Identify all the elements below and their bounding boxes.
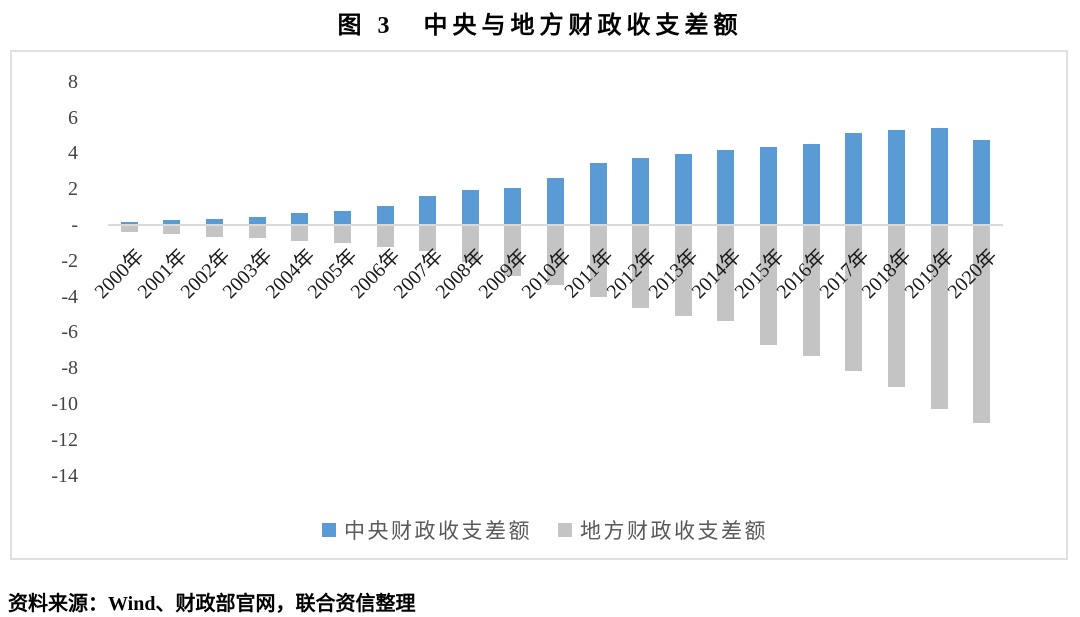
bar-central-2013年 (674, 153, 692, 225)
bar-local-2011年 (589, 225, 607, 297)
legend-item-local: 地方财政收支差额 (558, 515, 768, 545)
bar-local-2012年 (632, 225, 650, 308)
bar-local-2014年 (717, 225, 735, 321)
bar-central-2003年 (248, 217, 266, 225)
bar-central-2008年 (461, 190, 479, 225)
legend-marker-local-icon (558, 523, 572, 537)
bar-central-2000年 (120, 222, 138, 225)
y-axis-tick-8: 8 (68, 70, 78, 93)
bar-central-2006年 (376, 206, 394, 225)
bar-local-2016年 (802, 225, 820, 356)
bar-local-2005年 (333, 225, 351, 244)
bar-central-2017年 (845, 133, 863, 225)
bar-local-2003年 (248, 225, 266, 239)
y-axis-tick-2: 2 (68, 178, 78, 201)
bar-central-2016年 (802, 144, 820, 225)
y-axis-tick--: - (71, 214, 78, 236)
bar-central-2012年 (632, 158, 650, 225)
bar-central-2002年 (206, 218, 224, 225)
bar-local-2001年 (163, 225, 181, 235)
bar-central-2019年 (930, 127, 948, 225)
bar-central-2005年 (333, 211, 351, 225)
bar-local-2010年 (547, 225, 564, 285)
y-axis-tick--10: -10 (51, 393, 78, 415)
y-axis-tick--14: -14 (51, 464, 78, 487)
bar-local-2002年 (206, 225, 224, 238)
bar-local-2013年 (674, 225, 692, 316)
bar-central-2009年 (504, 188, 522, 225)
legend-item-central: 中央财政收支差额 (322, 515, 532, 545)
y-axis-tick--12: -12 (51, 428, 78, 451)
y-axis-tick--4: -4 (61, 285, 78, 308)
bar-central-2015年 (760, 146, 778, 225)
zero-axis-line (108, 224, 1003, 226)
bar-central-2020年 (973, 139, 991, 225)
bar-central-2011年 (589, 162, 607, 225)
bar-central-2010年 (547, 177, 564, 225)
y-axis-tick-4: 4 (68, 142, 78, 165)
legend-label-central: 中央财政收支差额 (344, 519, 532, 543)
chart-plot-frame (10, 50, 1068, 560)
legend-marker-central-icon (322, 523, 336, 537)
bar-local-2007年 (419, 225, 437, 252)
bar-local-2019年 (930, 225, 948, 409)
bar-local-2017年 (845, 225, 863, 372)
y-axis-tick--2: -2 (61, 249, 78, 272)
bar-local-2015年 (760, 225, 778, 346)
legend-label-local: 地方财政收支差额 (580, 519, 768, 543)
bar-local-2020年 (973, 225, 991, 423)
bar-central-2004年 (291, 213, 309, 225)
bar-local-2009年 (504, 225, 522, 276)
bar-central-2014年 (717, 149, 735, 225)
legend: 中央财政收支差额 地方财政收支差额 (322, 515, 768, 545)
bar-local-2000年 (120, 225, 138, 233)
y-axis-tick--8: -8 (61, 357, 78, 380)
chart-title: 图 3 中央与地方财政收支差额 (337, 13, 743, 39)
bar-central-2018年 (887, 129, 905, 225)
y-axis-tick-6: 6 (68, 106, 78, 129)
bar-central-2001年 (163, 219, 181, 225)
bar-central-2007年 (419, 195, 437, 225)
bar-local-2018年 (887, 225, 905, 387)
source-note: 资料来源：Wind、财政部官网，联合资信整理 (8, 593, 416, 615)
bar-local-2006年 (376, 225, 394, 247)
y-axis-tick--6: -6 (61, 321, 78, 344)
bar-local-2004年 (291, 225, 309, 241)
bar-local-2008年 (461, 225, 479, 262)
